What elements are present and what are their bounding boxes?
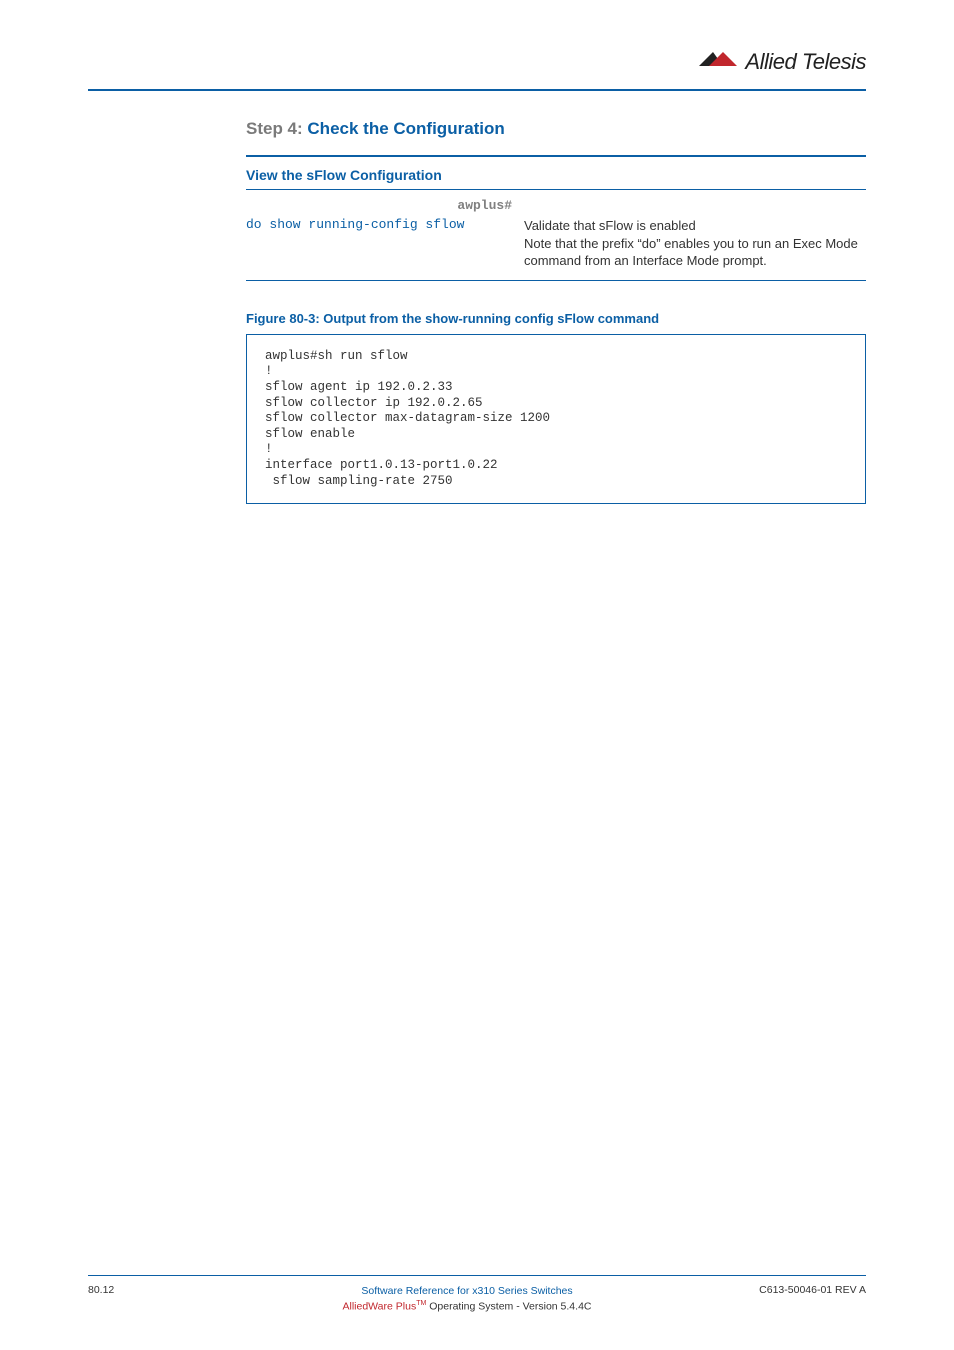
command-link[interactable]: do show running-config sflow — [246, 217, 464, 232]
step-label: Step 4: — [246, 119, 307, 138]
empty-cell — [524, 196, 866, 215]
section-top-rule — [246, 155, 866, 157]
content-area: Step 4: Check the Configuration View the… — [88, 119, 866, 504]
header-row: Allied Telesis — [88, 48, 866, 75]
brand-logo: Allied Telesis — [697, 48, 866, 75]
footer-rest: Operating System - Version 5.4.4C — [426, 1300, 591, 1312]
command-cell: do show running-config sflow — [246, 215, 524, 272]
page-body: Allied Telesis Step 4: Check the Configu… — [0, 0, 954, 504]
table-row: awplus# — [246, 196, 866, 215]
footer-tm: TM — [416, 1300, 426, 1307]
footer-rule — [88, 1275, 866, 1276]
footer-page-number: 80.12 — [88, 1284, 208, 1296]
command-table: awplus# do show running-config sflow Val… — [246, 196, 866, 272]
table-row: do show running-config sflow Validate th… — [246, 215, 866, 272]
footer-line2: AlliedWare PlusTM Operating System - Ver… — [208, 1299, 726, 1314]
code-output-box: awplus#sh run sflow ! sflow agent ip 192… — [246, 334, 866, 505]
footer-row: 80.12 Software Reference for x310 Series… — [88, 1284, 866, 1314]
prompt-cell: awplus# — [246, 196, 524, 215]
section-title: View the sFlow Configuration — [246, 167, 866, 183]
footer-line1: Software Reference for x310 Series Switc… — [208, 1284, 726, 1299]
footer-center: Software Reference for x310 Series Switc… — [208, 1284, 726, 1314]
description-cell: Validate that sFlow is enabledNote that … — [524, 215, 866, 272]
logo-mark-icon — [697, 48, 739, 75]
figure-caption: Figure 80-3: Output from the show-runnin… — [246, 311, 866, 326]
step-title: Check the Configuration — [307, 119, 504, 138]
section-bottom-rule — [246, 280, 866, 281]
brand-name: Allied Telesis — [745, 49, 866, 75]
page-footer: 80.12 Software Reference for x310 Series… — [0, 1275, 954, 1314]
header-rule — [88, 89, 866, 91]
section-thin-rule — [246, 189, 866, 190]
step-heading: Step 4: Check the Configuration — [246, 119, 866, 139]
footer-rev: C613-50046-01 REV A — [726, 1284, 866, 1296]
footer-brand: AlliedWare Plus — [342, 1300, 416, 1312]
